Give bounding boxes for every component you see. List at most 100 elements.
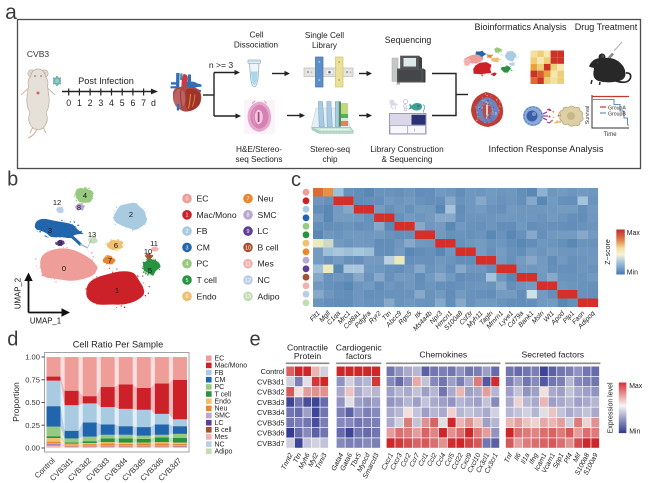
- svg-text:Protein: Protein: [294, 351, 321, 361]
- svg-text:6: 6: [114, 241, 118, 250]
- svg-text:Library Construction: Library Construction: [370, 145, 444, 154]
- svg-text:EC: EC: [215, 356, 225, 363]
- svg-text:8: 8: [77, 203, 81, 212]
- svg-text:10: 10: [245, 245, 251, 251]
- svg-text:Pf4: Pf4: [563, 452, 574, 465]
- svg-text:H&E/Stereo-: H&E/Stereo-: [236, 145, 282, 154]
- svg-text:4: 4: [83, 191, 87, 200]
- svg-text:Ttn: Ttn: [381, 310, 393, 322]
- svg-text:5: 5: [186, 278, 189, 284]
- svg-text:Cell Ratio Per Sample: Cell Ratio Per Sample: [73, 339, 163, 349]
- svg-text:6: 6: [186, 294, 189, 300]
- svg-text:2: 2: [88, 98, 93, 108]
- svg-text:2: 2: [186, 229, 189, 235]
- svg-text:3: 3: [186, 245, 189, 251]
- svg-text:Endo: Endo: [215, 398, 231, 405]
- svg-text:7: 7: [108, 256, 112, 265]
- svg-text:3: 3: [48, 226, 52, 235]
- svg-text:Adipo: Adipo: [215, 448, 233, 455]
- svg-text:c: c: [291, 169, 301, 191]
- svg-text:8: 8: [247, 213, 250, 219]
- svg-text:1.00: 1.00: [25, 353, 40, 362]
- svg-text:GroupB: GroupB: [608, 112, 626, 118]
- svg-text:Z−score: Z−score: [605, 239, 612, 265]
- svg-text:CVB3: CVB3: [27, 49, 49, 59]
- svg-text:PC: PC: [197, 259, 209, 269]
- svg-text:& Sequencing: & Sequencing: [382, 155, 433, 164]
- svg-text:CM: CM: [197, 242, 210, 252]
- svg-text:n >= 3: n >= 3: [209, 60, 234, 70]
- svg-text:1: 1: [115, 286, 119, 295]
- svg-text:PC: PC: [215, 384, 225, 391]
- svg-text:Min: Min: [627, 270, 638, 277]
- svg-text:Dissociation: Dissociation: [234, 41, 279, 50]
- svg-text:0.00: 0.00: [25, 444, 40, 453]
- svg-text:chip: chip: [322, 155, 337, 164]
- svg-text:b: b: [7, 169, 18, 191]
- svg-text:Secreted factors: Secreted factors: [522, 349, 585, 359]
- svg-text:SMC: SMC: [258, 210, 277, 220]
- svg-text:d: d: [151, 98, 156, 108]
- svg-text:Survival: Survival: [585, 106, 591, 124]
- svg-text:T cell: T cell: [197, 275, 217, 285]
- svg-text:Mes: Mes: [258, 259, 274, 269]
- svg-text:0.25: 0.25: [25, 421, 40, 430]
- svg-text:13: 13: [88, 230, 96, 239]
- svg-text:Expression level: Expression level: [607, 382, 614, 433]
- svg-text:Tnf: Tnf: [503, 451, 514, 464]
- svg-text:a: a: [5, 1, 17, 24]
- svg-text:1: 1: [186, 213, 189, 219]
- svg-text:0.50: 0.50: [25, 398, 40, 407]
- svg-text:Time: Time: [603, 132, 617, 138]
- svg-text:Il1a: Il1a: [520, 452, 531, 465]
- svg-text:Max: Max: [629, 383, 643, 390]
- svg-text:11: 11: [150, 239, 158, 248]
- svg-text:7: 7: [247, 196, 250, 202]
- svg-text:Ttn: Ttn: [292, 452, 303, 464]
- svg-text:Sequencing: Sequencing: [385, 35, 432, 45]
- svg-text:Cardiogenic: Cardiogenic: [336, 342, 383, 352]
- svg-text:Min: Min: [629, 428, 640, 435]
- svg-text:Neu: Neu: [258, 194, 274, 204]
- svg-text:factors: factors: [346, 351, 372, 361]
- svg-text:Single Cell: Single Cell: [305, 31, 344, 40]
- svg-text:0.75: 0.75: [25, 375, 40, 384]
- svg-text:d: d: [7, 329, 18, 351]
- svg-text:9: 9: [58, 238, 62, 247]
- svg-text:Max: Max: [627, 230, 641, 237]
- svg-text:2: 2: [129, 210, 133, 219]
- svg-text:12: 12: [245, 278, 251, 284]
- svg-text:CVB3d6: CVB3d6: [257, 429, 285, 438]
- svg-text:Itk: Itk: [414, 310, 424, 320]
- svg-text:Chemokines: Chemokines: [419, 349, 467, 359]
- svg-text:B cell: B cell: [258, 242, 279, 252]
- svg-text:Library: Library: [312, 41, 338, 50]
- svg-text:CVB3d4: CVB3d4: [257, 408, 285, 417]
- svg-text:Ifng: Ifng: [528, 452, 540, 466]
- svg-text:1: 1: [77, 98, 82, 108]
- svg-text:Stereo-seq: Stereo-seq: [310, 145, 350, 154]
- svg-text:Mac/Mono: Mac/Mono: [197, 210, 237, 220]
- svg-text:10: 10: [144, 247, 152, 256]
- svg-text:6: 6: [130, 98, 135, 108]
- svg-text:SMC: SMC: [215, 413, 231, 420]
- svg-text:NC: NC: [215, 441, 225, 448]
- svg-text:Contractile: Contractile: [287, 342, 328, 352]
- svg-text:CVB3d1: CVB3d1: [257, 377, 285, 386]
- svg-text:FB: FB: [197, 226, 208, 236]
- svg-text:4: 4: [109, 98, 114, 108]
- svg-text:CVB3d7: CVB3d7: [257, 439, 285, 448]
- svg-text:LC: LC: [258, 226, 269, 236]
- svg-text:0: 0: [66, 98, 71, 108]
- svg-text:5: 5: [148, 266, 152, 275]
- svg-text:Cell: Cell: [249, 31, 263, 40]
- svg-text:Drug Treatment: Drug Treatment: [575, 22, 638, 32]
- svg-text:CVB3d5: CVB3d5: [257, 418, 285, 427]
- svg-text:GroupA: GroupA: [608, 106, 626, 112]
- svg-text:Mac/Mono: Mac/Mono: [215, 363, 248, 370]
- svg-text:7: 7: [141, 98, 146, 108]
- svg-text:Il6: Il6: [513, 452, 523, 462]
- svg-text:seq Sections: seq Sections: [236, 155, 283, 164]
- svg-text:Endo: Endo: [197, 291, 217, 301]
- svg-text:11: 11: [245, 262, 251, 268]
